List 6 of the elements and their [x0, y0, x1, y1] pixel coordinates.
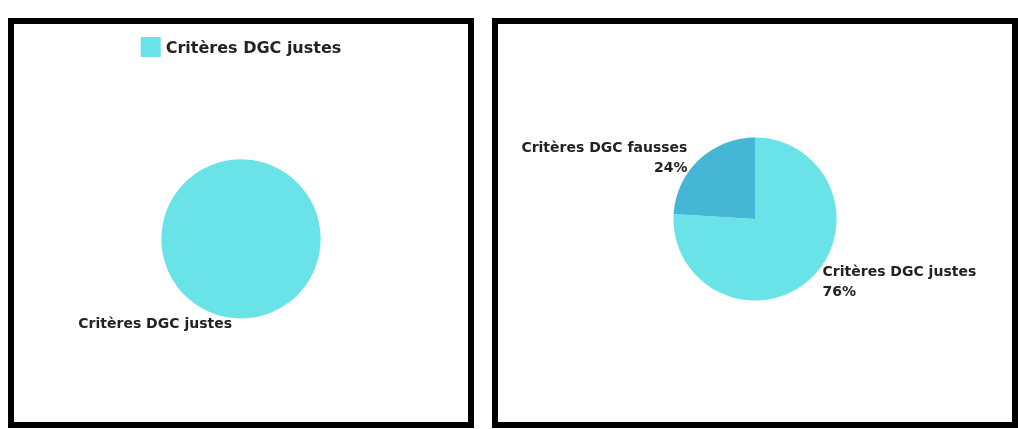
legend-label: Critères DGC justes — [165, 37, 342, 57]
slice-label: Critères DGC fausses — [521, 138, 688, 155]
data-label: 76% — [822, 283, 857, 300]
slice-label: Critères DGC justes — [822, 263, 977, 280]
data-label: 24% — [653, 158, 688, 175]
slice-label: Critères DGC justes — [78, 314, 232, 331]
